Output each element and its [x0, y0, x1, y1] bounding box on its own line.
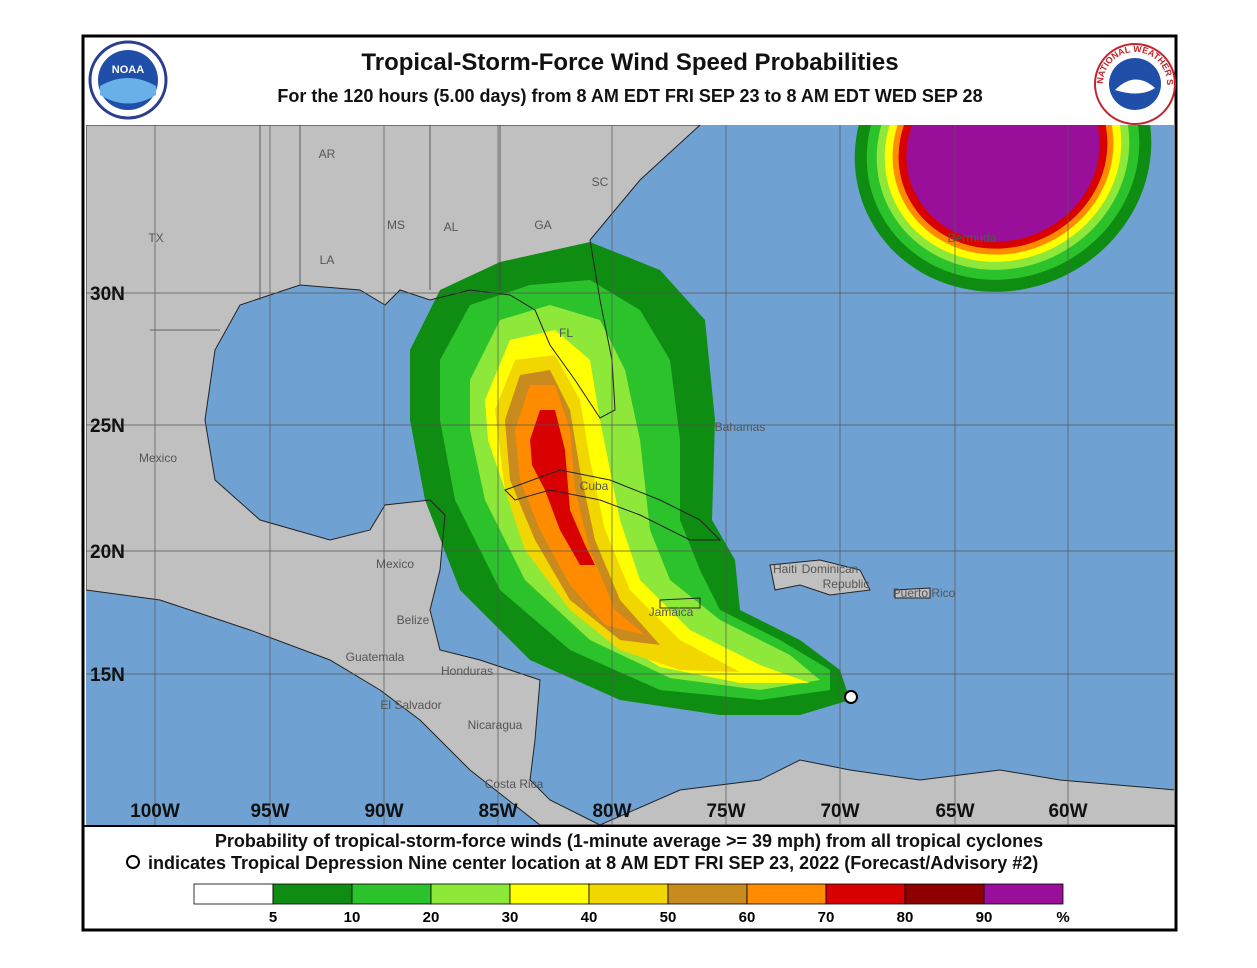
- longitude-label: 95W: [250, 801, 289, 822]
- footer-circle: [126, 855, 140, 869]
- legend-tick: 70: [818, 909, 835, 926]
- place-label: Puerto Rico: [893, 586, 956, 600]
- noaa-logo-text: NOAA: [112, 64, 144, 76]
- legend-swatch: [509, 883, 590, 905]
- place-label: Bermuda: [948, 231, 997, 245]
- longitude-label: 90W: [364, 801, 403, 822]
- legend-swatch: [983, 883, 1064, 905]
- legend-tick: 60: [739, 909, 756, 926]
- longitude-label: 85W: [478, 801, 517, 822]
- place-label: AL: [444, 220, 459, 234]
- coastline: [769, 559, 871, 596]
- legend-tick: 90: [976, 909, 993, 926]
- subtitle: For the 120 hours (5.00 days) from 8 AM …: [277, 86, 982, 106]
- place-label: LA: [320, 253, 335, 267]
- place-label: Jamaica: [649, 605, 694, 619]
- legend-tick: 40: [581, 909, 598, 926]
- longitude-label: 70W: [820, 801, 859, 822]
- place-label: Cuba: [580, 479, 609, 493]
- place-label: Mexico: [376, 557, 414, 571]
- map: [86, 125, 1174, 825]
- place-label: Belize: [397, 613, 430, 627]
- place-label: Republic: [823, 577, 870, 591]
- place-label: Bahamas: [715, 420, 766, 434]
- coastline: [894, 587, 931, 599]
- legend-swatch: [746, 883, 827, 905]
- legend-swatch: [272, 883, 353, 905]
- longitude-label: 60W: [1048, 801, 1087, 822]
- place-label: Guatemala: [346, 650, 405, 664]
- place-label: FL: [559, 326, 573, 340]
- place-label: AR: [319, 147, 336, 161]
- legend-tick: 10: [344, 909, 361, 926]
- land: [770, 560, 870, 595]
- latitude-label: 20N: [90, 542, 125, 563]
- legend-unit: %: [1056, 909, 1069, 926]
- footer-line: indicates Tropical Depression Nine cente…: [148, 853, 1038, 873]
- legend-swatch: [825, 883, 906, 905]
- coastline: [86, 125, 701, 825]
- legend: 5 10 20 30 40 50 60 70 80 90%: [193, 883, 1070, 926]
- axis-labels: 100W 95W 90W 85W 80W 75W 70W 65W 60W 30N 25N 20N 15N: [90, 284, 1088, 822]
- place-label: Nicaragua: [468, 718, 523, 732]
- storm-center: [844, 690, 858, 704]
- legend-swatch: [193, 883, 274, 905]
- title: Tropical-Storm-Force Wind Speed Probabil…: [361, 49, 898, 76]
- latitude-label: 30N: [90, 284, 125, 305]
- legend-swatch: [904, 883, 985, 905]
- place-label: Costa Rica: [485, 777, 544, 791]
- place-label: GA: [534, 218, 551, 232]
- coastline: [599, 759, 1174, 825]
- place-label: Mexico: [139, 451, 177, 465]
- legend-swatch: [430, 883, 511, 905]
- latitude-label: 15N: [90, 665, 125, 686]
- land: [600, 760, 1174, 825]
- legend-swatch: [667, 883, 748, 905]
- place-label: Dominican: [802, 562, 859, 576]
- longitude-label: 80W: [592, 801, 631, 822]
- legend-tick: 80: [897, 909, 914, 926]
- legend-tick: 5: [269, 909, 277, 926]
- legend-swatch: [588, 883, 669, 905]
- latitude-label: 25N: [90, 416, 125, 437]
- noaa-logo: NOAA: [88, 40, 168, 120]
- footer-line: Probability of tropical-storm-force wind…: [215, 831, 1043, 851]
- place-label: TX: [148, 231, 163, 245]
- legend-swatch: [351, 883, 432, 905]
- place-label: SC: [592, 175, 609, 189]
- map-labels: AR SC MS AL GA TX LA FL Mexico Bahamas C…: [139, 147, 997, 791]
- coastline: [504, 469, 722, 541]
- place-label: Honduras: [441, 664, 493, 678]
- legend-tick: 50: [660, 909, 677, 926]
- longitude-label: 65W: [935, 801, 974, 822]
- legend-tick: 20: [423, 909, 440, 926]
- legend-tick: 30: [502, 909, 519, 926]
- probability-area: [530, 410, 595, 565]
- longitude-label: 100W: [130, 801, 180, 822]
- place-label: MS: [387, 218, 405, 232]
- land: [895, 588, 930, 598]
- coastline: [659, 597, 701, 609]
- place-label: Haiti: [773, 562, 797, 576]
- place-label: El Salvador: [380, 698, 441, 712]
- longitude-label: 75W: [706, 801, 745, 822]
